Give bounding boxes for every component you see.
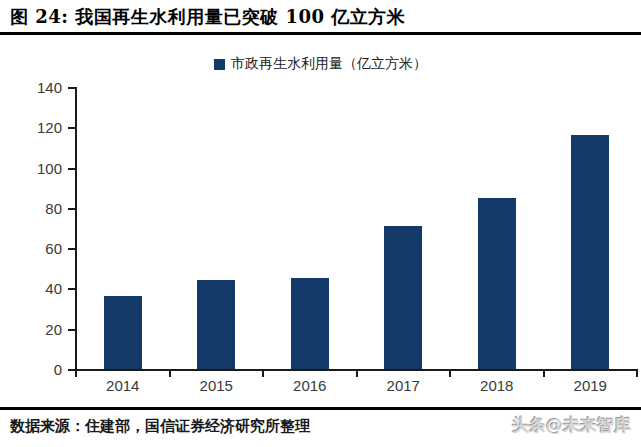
bar-2017: [384, 226, 422, 369]
y-axis-tick: [68, 248, 75, 250]
x-axis-tick: [636, 371, 638, 377]
bar-2018: [478, 198, 516, 369]
y-tick-label: 100: [16, 161, 62, 177]
y-tick-label: 20: [16, 322, 62, 338]
watermark-text: 头条@未来智库: [512, 414, 631, 437]
y-tick-label: 80: [16, 201, 62, 217]
x-axis-tick: [449, 371, 451, 377]
x-tick-label: 2016: [263, 378, 356, 394]
x-axis-tick: [262, 371, 264, 377]
report-figure-page: 图 24: 我国再生水利用量已突破 100 亿立方米 市政再生水利用量（亿立方米…: [0, 0, 641, 447]
bar-2016: [291, 278, 329, 369]
y-axis-tick: [68, 329, 75, 331]
bar-2019: [571, 135, 609, 369]
y-axis-tick: [68, 288, 75, 290]
x-tick-label: 2019: [544, 378, 637, 394]
bar-2014: [104, 296, 142, 369]
x-tick-label: 2014: [76, 378, 169, 394]
x-tick-label: 2018: [450, 378, 543, 394]
y-tick-label: 60: [16, 241, 62, 257]
y-axis-tick: [68, 208, 75, 210]
x-axis-tick: [169, 371, 171, 377]
x-axis-tick: [356, 371, 358, 377]
x-tick-label: 2017: [357, 378, 450, 394]
footer-divider-line: [0, 407, 641, 410]
y-tick-label: 40: [16, 281, 62, 297]
x-axis-tick: [75, 371, 77, 377]
x-axis-tick: [543, 371, 545, 377]
y-axis-tick: [68, 87, 75, 89]
y-axis-line: [75, 87, 77, 371]
data-source-note: 数据来源：住建部，国信证券经济研究所整理: [10, 417, 310, 436]
y-tick-label: 140: [16, 80, 62, 96]
y-axis-tick: [68, 168, 75, 170]
y-tick-label: 120: [16, 120, 62, 136]
x-tick-label: 2015: [170, 378, 263, 394]
y-axis-tick: [68, 127, 75, 129]
bar-chart-plot-area: 0 20 40 60 80 100 120 140 2014201520162017201820…: [0, 0, 641, 447]
bar-2015: [197, 280, 235, 369]
y-tick-label: 0: [16, 362, 62, 378]
y-axis-tick: [68, 369, 75, 371]
